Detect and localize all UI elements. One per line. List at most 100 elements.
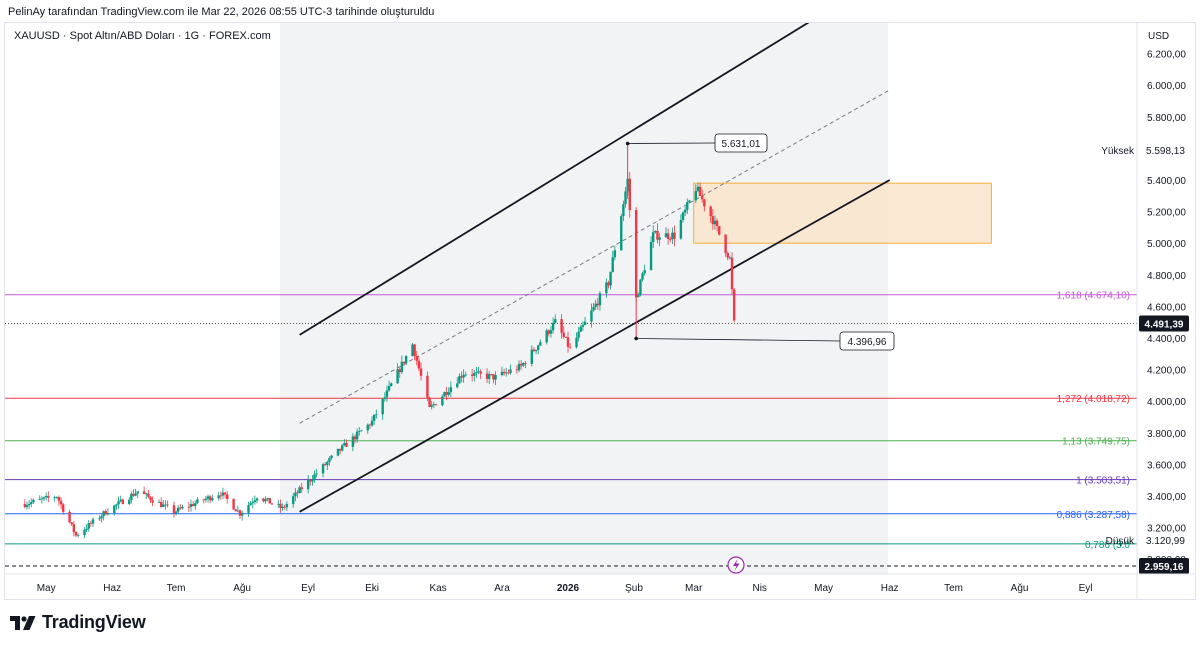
fib-level-label: 1 (3.503,51): [1076, 476, 1130, 487]
candle-body: [568, 346, 572, 348]
candle-body: [700, 196, 704, 200]
candle-body: [639, 279, 642, 295]
candle-body: [462, 374, 465, 378]
candle-body: [145, 493, 148, 495]
x-tick-label: Şub: [625, 583, 643, 594]
candle-body: [611, 257, 614, 272]
current-price-text: 4.491,39: [1145, 320, 1184, 331]
candle-body: [283, 506, 286, 508]
candle-body: [713, 220, 717, 225]
x-tick-label: Ağu: [1011, 583, 1029, 594]
x-tick-label: Haz: [103, 583, 121, 594]
annotation-label: 5.631,01: [722, 139, 761, 150]
y-tick-label: 3.000,00: [1147, 555, 1186, 566]
resistance-zone: [693, 182, 992, 244]
candle-body: [545, 330, 548, 343]
candle-body: [300, 487, 303, 490]
y-tick-label: 5.800,00: [1147, 113, 1186, 124]
candle-body: [336, 448, 340, 456]
y-tick-label: 4.000,00: [1147, 397, 1186, 408]
candle-body: [285, 504, 289, 508]
candle-body: [311, 480, 314, 482]
candle-body: [330, 455, 333, 459]
candle-body: [189, 504, 193, 507]
candle-body: [119, 499, 122, 502]
lightning-event-icon[interactable]: [727, 556, 745, 574]
candle-body: [323, 464, 327, 466]
y-tick-label: 5.200,00: [1147, 208, 1186, 219]
candle-body: [372, 414, 376, 421]
price-label-name: Yüksek: [1101, 146, 1135, 157]
candle-body: [251, 502, 254, 504]
candle-body: [53, 497, 56, 499]
candle-body: [492, 374, 495, 380]
candle-body: [390, 383, 393, 386]
candle-body: [564, 336, 568, 338]
candle-body: [134, 493, 137, 496]
annotation-label: 4.396,96: [848, 337, 887, 348]
candle-body: [196, 499, 199, 504]
candle-body: [177, 507, 180, 512]
candle-body: [396, 369, 399, 384]
candle-body: [515, 369, 519, 371]
candle-body: [577, 331, 580, 338]
candle-body: [549, 330, 553, 334]
candle-body: [211, 498, 214, 501]
candle-body: [732, 289, 736, 321]
candle-body: [240, 512, 244, 516]
x-tick-label: 2026: [557, 583, 580, 594]
candle-body: [509, 369, 512, 373]
candle-body: [368, 424, 372, 426]
candle-body: [279, 503, 282, 508]
candle-body: [473, 372, 476, 376]
candle-body: [669, 238, 672, 240]
x-tick-label: Eyl: [1079, 583, 1093, 594]
candle-body: [622, 204, 625, 217]
price-chart[interactable]: 1,618 (4.674,10) 1,272 (4.018,72) 1,13 (3.…: [0, 0, 1200, 600]
candle-body: [547, 330, 551, 334]
annotation-leader: [636, 338, 841, 342]
y-tick-label: 5.000,00: [1147, 239, 1186, 250]
candle-body: [355, 431, 359, 440]
tradingview-logo[interactable]: TradingView: [10, 612, 146, 633]
candle-body: [345, 442, 348, 447]
candle-body: [128, 499, 131, 504]
candle-body: [85, 528, 88, 530]
candle-body: [172, 505, 176, 514]
candle-body: [83, 529, 86, 536]
x-tick-label: Ağu: [233, 583, 251, 594]
candle-body: [309, 480, 312, 482]
currency-label: USD: [1148, 31, 1169, 42]
candle-body: [59, 500, 63, 505]
candle-body: [671, 232, 674, 240]
y-tick-label: 3.200,00: [1147, 524, 1186, 535]
candle-body: [100, 516, 103, 519]
candle-body: [728, 257, 732, 259]
candle-body: [592, 306, 595, 311]
candle-body: [194, 503, 197, 506]
x-tick-label: Mar: [685, 583, 703, 594]
x-tick-label: Nis: [752, 583, 766, 594]
price-label-value: 3.120,99: [1146, 536, 1185, 547]
chart-caption: PelinAy tarafından TradingView.com ile M…: [8, 6, 435, 18]
x-tick-label: May: [814, 583, 833, 594]
candle-body: [654, 230, 657, 233]
candle-body: [534, 349, 538, 352]
candle-body: [217, 495, 220, 499]
candle-body: [652, 232, 655, 243]
candle-body: [477, 371, 480, 373]
candle-body: [711, 216, 715, 225]
candle-body: [30, 502, 33, 504]
candle-body: [164, 504, 167, 506]
annotation-box: [839, 331, 895, 351]
x-tick-label: Eki: [365, 583, 379, 594]
candle-body: [206, 496, 210, 499]
candle-body: [268, 498, 271, 504]
candle-body: [673, 232, 676, 239]
candle-body: [115, 504, 118, 506]
candle-body: [132, 493, 135, 496]
candle-body: [703, 199, 706, 207]
last-marker-text: 2.959,16: [1145, 562, 1184, 573]
candle-body: [458, 376, 461, 384]
candle-body: [434, 404, 438, 406]
